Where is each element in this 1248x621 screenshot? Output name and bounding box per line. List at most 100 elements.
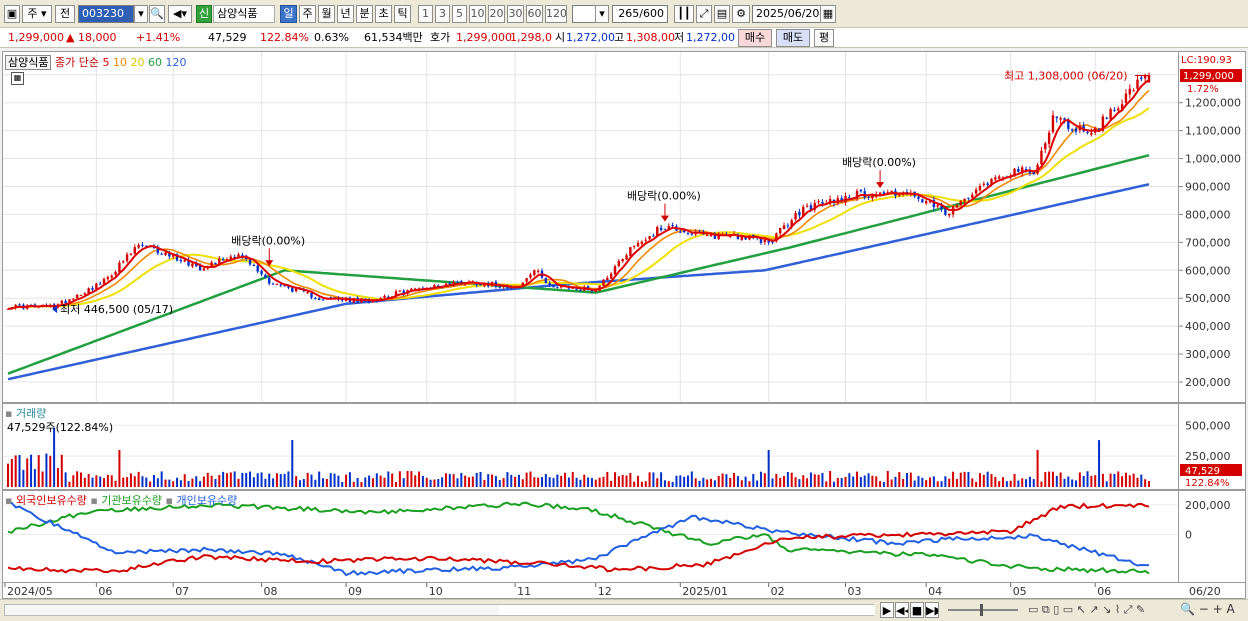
volume-panel[interactable]: ▪ 거래량 47,529주(122.84%) ×: [2, 403, 1242, 490]
code-input[interactable]: 003230: [78, 5, 134, 23]
volume-bar-142: [552, 478, 555, 487]
settings-gear-icon[interactable]: ⚙: [732, 5, 750, 23]
interval-button-4[interactable]: 20: [488, 5, 505, 23]
avg-button[interactable]: 평: [814, 29, 834, 47]
candle-body-156: [606, 277, 609, 280]
candle-body-66: [260, 270, 263, 275]
period-button-3[interactable]: 년: [337, 5, 354, 23]
candle-body-47: [187, 260, 190, 266]
date-input[interactable]: 2025/06/20: [752, 5, 822, 23]
volume-bar-286: [1105, 481, 1108, 487]
code-dropdown-icon[interactable]: ▾: [134, 5, 148, 23]
candle-body-228: [882, 192, 886, 195]
interval-button-7[interactable]: 120: [545, 5, 567, 23]
price-chart-svg[interactable]: 최고 1,308,000 (06/20) 최저 446,500 (05/17) 배당…: [3, 52, 1178, 402]
period-button-0[interactable]: 일: [280, 5, 297, 23]
volume-bar-25: [103, 478, 106, 487]
period-button-4[interactable]: 분: [356, 5, 373, 23]
interval-button-1[interactable]: 3: [435, 5, 450, 23]
candle-body-75: [294, 288, 298, 292]
holding-panel[interactable]: ▪ 외국인보유수량 ▪ 기관보유수량 ▪ 개인보유수량: [2, 490, 1179, 583]
holding-svg[interactable]: [3, 491, 1178, 582]
volume-bar-2: [14, 455, 17, 487]
candle-body-48: [191, 263, 194, 267]
candle-body-0: [6, 308, 10, 310]
rewind-icon[interactable]: ◀◀: [895, 602, 909, 618]
grid-toggle-icon[interactable]: ▦: [11, 72, 24, 85]
candle-body-191: [740, 235, 743, 241]
volume-bar-183: [710, 478, 713, 487]
search-icon[interactable]: 🔍: [149, 5, 165, 23]
interval-button-2[interactable]: 5: [452, 5, 467, 23]
speaker-icon[interactable]: ◀▾: [168, 5, 192, 23]
sell-button[interactable]: 매도: [776, 29, 810, 47]
candle-body-51: [202, 268, 206, 271]
buy-button[interactable]: 매수: [738, 29, 772, 47]
scroll-right-icon[interactable]: ▶: [880, 602, 894, 618]
candle-body-82: [321, 299, 325, 301]
volume-bar-143: [556, 474, 559, 487]
volume-bar-119: [464, 475, 467, 487]
interval-button-6[interactable]: 60: [526, 5, 543, 23]
date-label-6: 11: [517, 585, 531, 598]
horizontal-scrollbar[interactable]: [4, 604, 875, 616]
candle-body-207: [802, 206, 805, 217]
zoom-slider[interactable]: [948, 609, 1018, 611]
interval-button-5[interactable]: 30: [507, 5, 524, 23]
price-legend-name[interactable]: 삼양식품: [5, 55, 52, 70]
prev-button[interactable]: 전: [55, 5, 75, 23]
window-icon[interactable]: ▣: [4, 5, 20, 23]
candle-type-icon[interactable]: ┃┃: [674, 5, 694, 23]
type-select[interactable]: 주 ▾: [22, 5, 52, 23]
candle-body-210: [813, 203, 816, 210]
volume-bar-208: [806, 478, 809, 487]
volume-bar-131: [510, 474, 513, 487]
volume-bar-194: [752, 473, 755, 487]
candle-body-242: [936, 205, 939, 207]
calendar-icon[interactable]: ▦: [820, 5, 836, 23]
volume-bar-233: [902, 479, 905, 487]
scroll-thumb[interactable]: [499, 605, 875, 615]
zoom-icons[interactable]: 🔍 − + A: [1180, 602, 1235, 616]
candle-body-184: [713, 233, 717, 239]
volume-svg[interactable]: [3, 404, 1178, 489]
interval-dropdown-icon[interactable]: ▾: [595, 5, 609, 23]
draw-tool-icon[interactable]: ⤢: [696, 5, 712, 23]
candle-body-291: [1124, 93, 1128, 103]
candle-body-204: [790, 220, 793, 227]
price-legend-ma-label: 종가 단순: [54, 56, 99, 69]
candle-body-190: [736, 234, 740, 240]
price-axis-label-6: 800,000: [1185, 208, 1231, 221]
stock-name: 삼양식품: [213, 5, 275, 23]
stop-icon[interactable]: ■: [910, 602, 924, 618]
price-axis-label-5: 700,000: [1185, 236, 1231, 249]
volume-bar-30: [122, 477, 125, 487]
volume-bar-268: [1036, 449, 1039, 487]
volume-bar-201: [779, 477, 782, 487]
period-button-6[interactable]: 틱: [394, 5, 411, 23]
count-display[interactable]: 265/600: [612, 5, 668, 23]
interval-button-0[interactable]: 1: [418, 5, 433, 23]
candle-body-22: [91, 288, 94, 290]
volume-legend-value: 47,529주(122.84%): [7, 421, 114, 434]
chart-tool-icons[interactable]: ▭ ⧉ ▯ ▭ ↖ ↗ ↘ ⌇ ⤢ ✎: [1028, 603, 1146, 616]
volume-bar-1: [10, 458, 13, 487]
candle-body-182: [705, 235, 709, 237]
save-icon[interactable]: ▤: [714, 5, 730, 23]
period-button-2[interactable]: 월: [318, 5, 335, 23]
date-label-4: 09: [348, 585, 362, 598]
volume-bar-26: [106, 474, 109, 487]
holding-axis-svg: 0 200,000: [1185, 499, 1231, 542]
volume-bar-287: [1109, 473, 1112, 487]
interval-button-3[interactable]: 10: [469, 5, 486, 23]
fast-forward-icon[interactable]: ▶▶: [925, 602, 939, 618]
price-chart-panel[interactable]: 최고 1,308,000 (06/20) 최저 446,500 (05/17) 배당…: [2, 51, 1179, 403]
candle-body-159: [617, 260, 621, 267]
period-button-5[interactable]: 초: [375, 5, 392, 23]
volume-bar-89: [348, 472, 351, 487]
volume-bar-65: [256, 473, 259, 487]
zoom-slider-handle[interactable]: [980, 604, 983, 616]
candle-body-286: [1105, 117, 1108, 119]
volume-bar-78: [306, 472, 309, 487]
period-button-1[interactable]: 주: [299, 5, 316, 23]
